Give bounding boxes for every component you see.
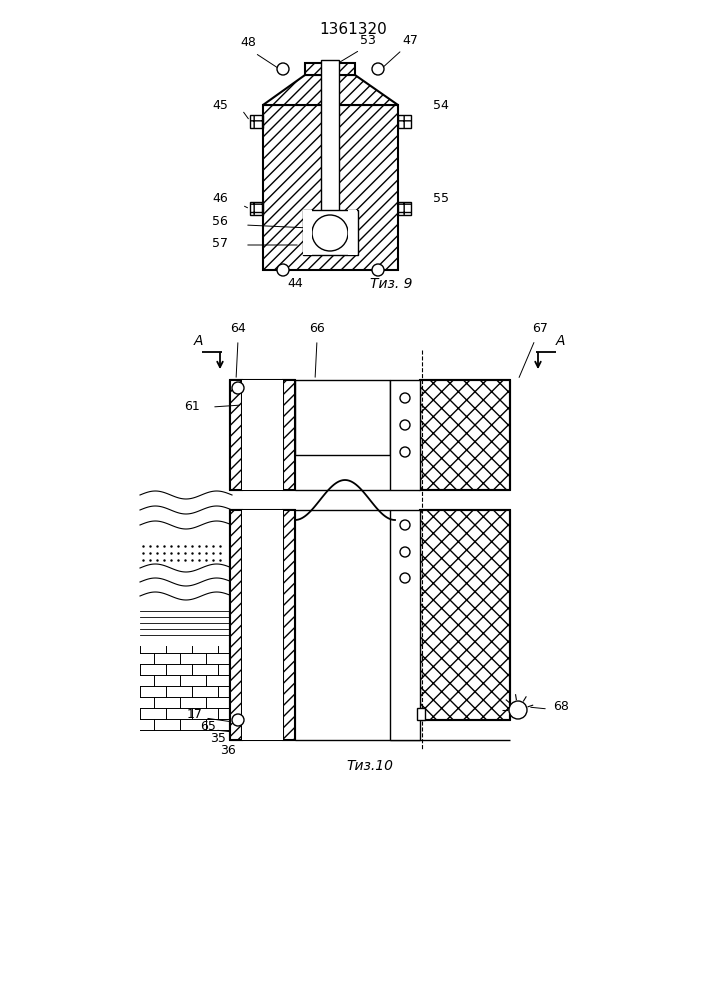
Text: 47: 47 bbox=[402, 34, 418, 47]
Bar bbox=[295, 380, 390, 455]
Text: A: A bbox=[555, 334, 565, 348]
Text: 55: 55 bbox=[433, 192, 449, 205]
Bar bbox=[348, 210, 357, 255]
Text: 57: 57 bbox=[212, 237, 228, 250]
Bar bbox=[242, 510, 283, 740]
Circle shape bbox=[400, 520, 410, 530]
Circle shape bbox=[400, 447, 410, 457]
Bar bbox=[283, 380, 295, 490]
Bar bbox=[230, 380, 242, 490]
Circle shape bbox=[277, 63, 289, 75]
Text: 61: 61 bbox=[185, 400, 200, 413]
Circle shape bbox=[232, 714, 244, 726]
Bar bbox=[417, 708, 425, 720]
Circle shape bbox=[400, 393, 410, 403]
Bar bbox=[390, 380, 420, 490]
Text: A: A bbox=[193, 334, 203, 348]
Circle shape bbox=[400, 573, 410, 583]
Text: 64: 64 bbox=[230, 322, 246, 335]
Bar bbox=[321, 60, 339, 215]
Text: 67: 67 bbox=[532, 322, 548, 335]
Text: 68: 68 bbox=[553, 700, 569, 713]
Bar bbox=[263, 105, 398, 270]
Circle shape bbox=[277, 264, 289, 276]
Text: 53: 53 bbox=[360, 34, 376, 47]
Bar bbox=[283, 510, 295, 740]
Text: 48: 48 bbox=[240, 36, 256, 49]
Circle shape bbox=[232, 382, 244, 394]
Bar bbox=[398, 115, 411, 128]
Circle shape bbox=[372, 63, 384, 75]
Text: 56: 56 bbox=[212, 215, 228, 228]
Text: 65: 65 bbox=[200, 720, 216, 733]
Circle shape bbox=[372, 264, 384, 276]
Text: 36: 36 bbox=[220, 744, 236, 757]
Bar bbox=[250, 115, 263, 128]
Bar bbox=[242, 380, 283, 490]
Text: Τиз.10: Τиз.10 bbox=[346, 759, 394, 773]
Circle shape bbox=[312, 215, 348, 251]
Text: 17: 17 bbox=[187, 708, 203, 721]
Bar bbox=[303, 210, 312, 255]
Text: 45: 45 bbox=[212, 99, 228, 112]
Text: 35: 35 bbox=[210, 732, 226, 745]
Bar bbox=[390, 510, 420, 740]
Bar bbox=[398, 202, 411, 215]
Text: 66: 66 bbox=[309, 322, 325, 335]
Text: 54: 54 bbox=[433, 99, 449, 112]
Circle shape bbox=[400, 420, 410, 430]
Bar bbox=[250, 202, 263, 215]
Circle shape bbox=[509, 701, 527, 719]
Text: Τиз. 9: Τиз. 9 bbox=[370, 277, 412, 291]
Bar bbox=[230, 510, 242, 740]
Bar bbox=[305, 63, 355, 75]
Bar bbox=[420, 380, 510, 490]
Text: 1361320: 1361320 bbox=[319, 22, 387, 37]
Polygon shape bbox=[263, 75, 398, 105]
Bar bbox=[420, 510, 510, 720]
Circle shape bbox=[400, 547, 410, 557]
Text: 46: 46 bbox=[212, 192, 228, 205]
Bar bbox=[303, 210, 358, 255]
Text: 44: 44 bbox=[287, 277, 303, 290]
